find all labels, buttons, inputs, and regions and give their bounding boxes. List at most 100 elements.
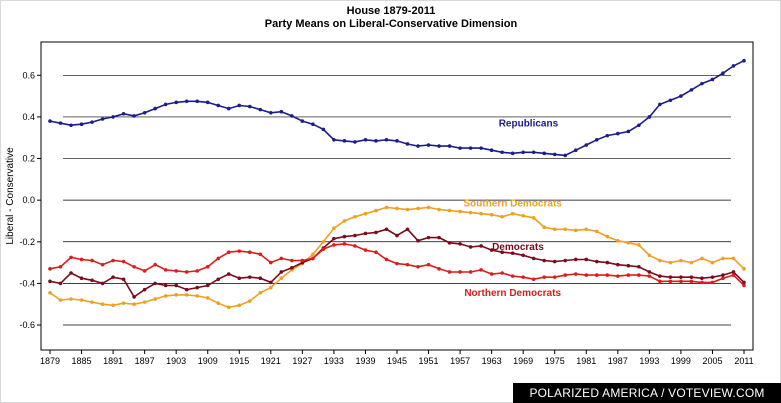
data-point bbox=[353, 140, 357, 144]
data-point bbox=[500, 215, 504, 219]
data-point bbox=[100, 281, 105, 286]
data-point bbox=[479, 211, 483, 216]
data-point bbox=[500, 271, 504, 275]
data-point bbox=[742, 58, 746, 63]
data-point bbox=[700, 280, 704, 285]
data-point bbox=[563, 273, 568, 277]
data-point bbox=[69, 255, 73, 260]
data-point bbox=[679, 279, 683, 284]
data-point bbox=[247, 250, 252, 254]
data-point bbox=[300, 119, 305, 123]
data-point bbox=[531, 216, 536, 220]
data-point bbox=[721, 273, 725, 277]
data-point bbox=[100, 262, 105, 267]
data-point bbox=[437, 267, 441, 271]
series-northern-democrats bbox=[48, 242, 746, 288]
data-point bbox=[342, 219, 347, 223]
data-point bbox=[426, 235, 431, 240]
data-point bbox=[479, 268, 483, 272]
y-tick-label: -0.4 bbox=[19, 278, 35, 288]
data-point bbox=[658, 258, 662, 263]
data-point bbox=[542, 275, 547, 279]
data-point bbox=[226, 250, 231, 254]
data-point bbox=[163, 294, 168, 298]
data-point bbox=[584, 143, 589, 147]
data-point bbox=[342, 242, 347, 246]
gridlines bbox=[63, 74, 731, 326]
data-point bbox=[279, 270, 284, 274]
x-tick-label: 1903 bbox=[166, 356, 186, 366]
data-point bbox=[479, 244, 483, 248]
data-point bbox=[332, 236, 336, 241]
data-point bbox=[90, 278, 94, 283]
series-label: Northern Democrats bbox=[464, 288, 561, 299]
data-point bbox=[731, 256, 736, 261]
data-point bbox=[689, 275, 694, 279]
data-point bbox=[111, 275, 115, 279]
data-point bbox=[353, 215, 357, 219]
data-point bbox=[689, 279, 694, 284]
data-point bbox=[742, 280, 746, 285]
data-point bbox=[321, 247, 326, 251]
data-point bbox=[468, 146, 473, 150]
data-point bbox=[521, 253, 525, 258]
data-point bbox=[237, 276, 242, 281]
data-point bbox=[395, 261, 399, 266]
data-point bbox=[69, 271, 73, 275]
data-point bbox=[142, 269, 147, 273]
data-point bbox=[342, 234, 347, 239]
x-tick-label: 2011 bbox=[734, 356, 753, 366]
data-point bbox=[332, 138, 336, 142]
data-point bbox=[247, 275, 252, 279]
data-point bbox=[321, 127, 326, 132]
data-point bbox=[416, 206, 420, 211]
data-point bbox=[69, 297, 73, 301]
data-point bbox=[573, 228, 578, 233]
data-point bbox=[216, 256, 221, 261]
data-point bbox=[363, 138, 368, 142]
data-point bbox=[353, 244, 357, 248]
data-point bbox=[552, 259, 557, 264]
data-point bbox=[290, 265, 294, 270]
data-point bbox=[573, 257, 578, 262]
data-point bbox=[237, 103, 242, 108]
data-point bbox=[489, 272, 494, 276]
x-tick-label: 2005 bbox=[702, 356, 722, 366]
data-point bbox=[395, 233, 399, 238]
data-point bbox=[584, 257, 589, 262]
data-point bbox=[500, 150, 504, 155]
data-point bbox=[489, 212, 494, 217]
data-point bbox=[353, 233, 357, 238]
data-point bbox=[510, 274, 515, 278]
data-point bbox=[594, 229, 599, 234]
data-point bbox=[163, 283, 168, 288]
data-point bbox=[269, 285, 273, 290]
data-point bbox=[58, 264, 63, 269]
data-point bbox=[290, 114, 294, 118]
x-tick-label: 1921 bbox=[261, 356, 281, 366]
x-tick-label: 1951 bbox=[419, 356, 439, 366]
x-tick-label: 1999 bbox=[671, 356, 691, 366]
data-point bbox=[500, 250, 504, 254]
data-point bbox=[731, 270, 736, 274]
data-point bbox=[742, 267, 746, 271]
data-point bbox=[616, 274, 620, 278]
data-point bbox=[668, 279, 673, 284]
data-point bbox=[153, 281, 157, 286]
x-tick-label: 1975 bbox=[545, 356, 565, 366]
data-point bbox=[647, 274, 652, 278]
data-point bbox=[405, 207, 410, 212]
data-point bbox=[132, 264, 136, 269]
data-point bbox=[689, 260, 694, 265]
data-point bbox=[279, 276, 284, 281]
data-point bbox=[637, 123, 641, 128]
data-point bbox=[605, 273, 610, 277]
data-point bbox=[594, 273, 599, 277]
data-point bbox=[247, 104, 252, 109]
data-point bbox=[710, 77, 715, 82]
data-point bbox=[48, 279, 52, 284]
data-point bbox=[395, 206, 399, 211]
data-point bbox=[279, 109, 284, 114]
data-point bbox=[605, 133, 610, 138]
